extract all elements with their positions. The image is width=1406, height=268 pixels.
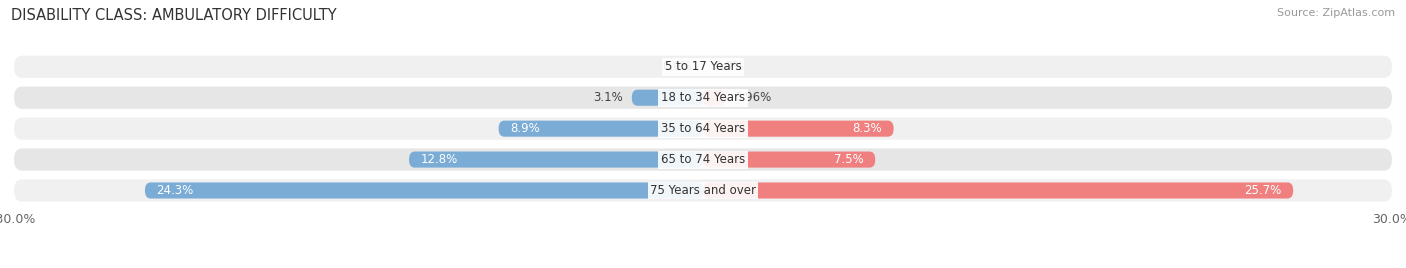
Legend: Male, Female: Male, Female (643, 264, 763, 268)
FancyBboxPatch shape (409, 151, 703, 168)
Text: 18 to 34 Years: 18 to 34 Years (661, 91, 745, 104)
FancyBboxPatch shape (703, 90, 725, 106)
FancyBboxPatch shape (703, 151, 875, 168)
FancyBboxPatch shape (703, 121, 894, 137)
Text: 12.8%: 12.8% (420, 153, 458, 166)
Text: 8.3%: 8.3% (852, 122, 882, 135)
FancyBboxPatch shape (631, 90, 703, 106)
FancyBboxPatch shape (14, 179, 1392, 202)
FancyBboxPatch shape (703, 183, 1294, 199)
Text: 0.0%: 0.0% (714, 60, 744, 73)
Text: 8.9%: 8.9% (510, 122, 540, 135)
Text: 7.5%: 7.5% (834, 153, 863, 166)
FancyBboxPatch shape (14, 87, 1392, 109)
Text: 5 to 17 Years: 5 to 17 Years (665, 60, 741, 73)
FancyBboxPatch shape (145, 183, 703, 199)
Text: DISABILITY CLASS: AMBULATORY DIFFICULTY: DISABILITY CLASS: AMBULATORY DIFFICULTY (11, 8, 337, 23)
Text: 35 to 64 Years: 35 to 64 Years (661, 122, 745, 135)
Text: Source: ZipAtlas.com: Source: ZipAtlas.com (1277, 8, 1395, 18)
Text: 25.7%: 25.7% (1244, 184, 1282, 197)
FancyBboxPatch shape (14, 117, 1392, 140)
Text: 0.96%: 0.96% (734, 91, 772, 104)
FancyBboxPatch shape (499, 121, 703, 137)
Text: 24.3%: 24.3% (156, 184, 194, 197)
Text: 65 to 74 Years: 65 to 74 Years (661, 153, 745, 166)
Text: 0.0%: 0.0% (662, 60, 692, 73)
Text: 75 Years and over: 75 Years and over (650, 184, 756, 197)
Text: 3.1%: 3.1% (593, 91, 623, 104)
FancyBboxPatch shape (14, 56, 1392, 78)
FancyBboxPatch shape (14, 148, 1392, 171)
